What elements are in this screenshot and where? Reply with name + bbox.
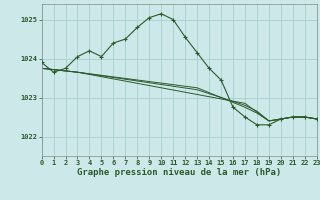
X-axis label: Graphe pression niveau de la mer (hPa): Graphe pression niveau de la mer (hPa) <box>77 168 281 177</box>
